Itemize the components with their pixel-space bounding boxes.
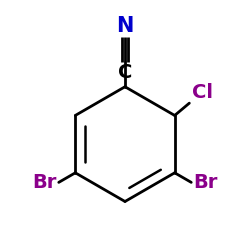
Text: Br: Br	[32, 173, 57, 192]
Text: C: C	[118, 63, 132, 82]
Text: Br: Br	[193, 173, 218, 192]
Text: N: N	[116, 16, 134, 36]
Text: Cl: Cl	[192, 82, 213, 102]
